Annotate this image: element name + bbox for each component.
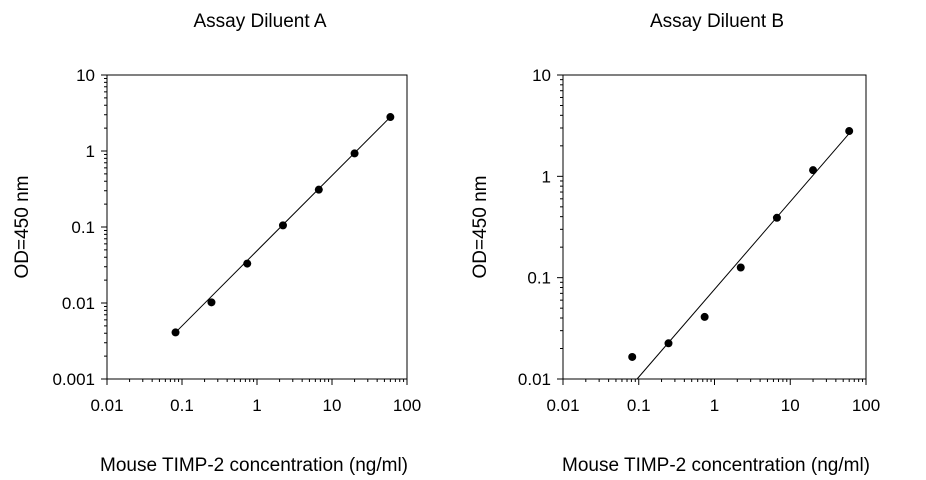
data-point bbox=[171, 328, 180, 337]
y-axis-label: OD=450 nm bbox=[470, 176, 491, 279]
data-points bbox=[628, 127, 854, 361]
x-axis-ticks: 0.01 0.1 1 10 100 bbox=[546, 379, 880, 415]
y-tick-label: 0.01 bbox=[62, 294, 95, 313]
data-point bbox=[628, 352, 637, 361]
x-tick-label: 0.01 bbox=[546, 396, 579, 415]
data-point bbox=[700, 312, 709, 321]
plot-frame bbox=[106, 74, 408, 380]
data-point bbox=[664, 339, 673, 348]
x-tick-label: 10 bbox=[781, 396, 800, 415]
y-axis-ticks: 0.001 0.01 0.1 1 10 bbox=[52, 66, 107, 389]
chart-title: Assay Diluent B bbox=[650, 11, 784, 32]
x-tick-label: 1 bbox=[252, 396, 261, 415]
x-axis-ticks: 0.01 0.1 1 10 100 bbox=[90, 379, 421, 415]
y-tick-label: 10 bbox=[532, 66, 551, 85]
data-point bbox=[809, 166, 818, 175]
y-tick-label: 0.1 bbox=[71, 218, 95, 237]
chart-assay-diluent-a: Assay Diluent A 0.001 0.01 0.1 1 10 0.01 0.1 1… bbox=[12, 11, 421, 476]
x-axis-label: Mouse TIMP-2 concentration (ng/ml) bbox=[100, 455, 408, 476]
fit-line-group bbox=[636, 133, 850, 380]
x-tick-label: 0.01 bbox=[90, 396, 123, 415]
data-point bbox=[278, 221, 287, 230]
x-tick-label: 100 bbox=[393, 396, 421, 415]
data-point bbox=[243, 259, 252, 268]
x-tick-label: 0.1 bbox=[170, 396, 194, 415]
data-point bbox=[772, 213, 781, 222]
fit-line bbox=[636, 133, 850, 380]
y-tick-label: 0.01 bbox=[518, 370, 551, 389]
chart-title: Assay Diluent A bbox=[193, 11, 326, 32]
data-point bbox=[314, 185, 323, 194]
y-tick-label: 1 bbox=[86, 142, 95, 161]
y-tick-label: 0.1 bbox=[527, 269, 551, 288]
y-axis-ticks: 0.01 0.1 1 10 bbox=[518, 66, 563, 389]
x-tick-label: 10 bbox=[323, 396, 342, 415]
y-tick-label: 0.001 bbox=[52, 370, 95, 389]
y-axis-label: OD=450 nm bbox=[12, 176, 33, 279]
chart-assay-diluent-b: Assay Diluent B 0.01 0.1 1 10 0.01 0.1 1 10 100… bbox=[470, 11, 880, 476]
x-axis-label: Mouse TIMP-2 concentration (ng/ml) bbox=[562, 455, 870, 476]
data-point bbox=[386, 113, 395, 122]
plot-frame bbox=[562, 74, 867, 380]
data-point bbox=[350, 149, 359, 158]
y-tick-label: 10 bbox=[76, 66, 95, 85]
data-point bbox=[845, 127, 854, 136]
data-points bbox=[171, 113, 395, 337]
x-tick-label: 0.1 bbox=[627, 396, 651, 415]
x-tick-label: 1 bbox=[710, 396, 719, 415]
data-point bbox=[207, 298, 216, 307]
x-tick-label: 100 bbox=[852, 396, 880, 415]
data-point bbox=[736, 263, 745, 272]
y-tick-label: 1 bbox=[542, 167, 551, 186]
